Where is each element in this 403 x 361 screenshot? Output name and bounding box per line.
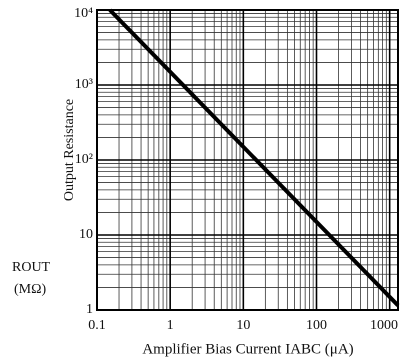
y-tick-label: 1 [86,302,93,317]
x-tick-label: 0.1 [88,318,106,333]
y-tick-label: 10³ [75,77,93,92]
x-tick-label: 100 [306,318,327,333]
y-symbol: ROUT [12,260,51,275]
line [108,8,400,307]
y-tick-label: 10² [75,152,93,167]
x-tick-label: 1000 [370,318,398,333]
y-tick-label: 10⁴ [74,6,93,21]
y-unit: (MΩ) [14,282,47,297]
x-axis-label: Amplifier Bias Current IABC (μA) [142,341,353,357]
plot-frame [96,9,399,311]
y-tick-label: 10 [79,227,93,242]
x-tick-label: 1 [167,318,174,333]
x-tick-label: 10 [236,318,250,333]
y-axis-label: Output Resistance [62,99,77,201]
